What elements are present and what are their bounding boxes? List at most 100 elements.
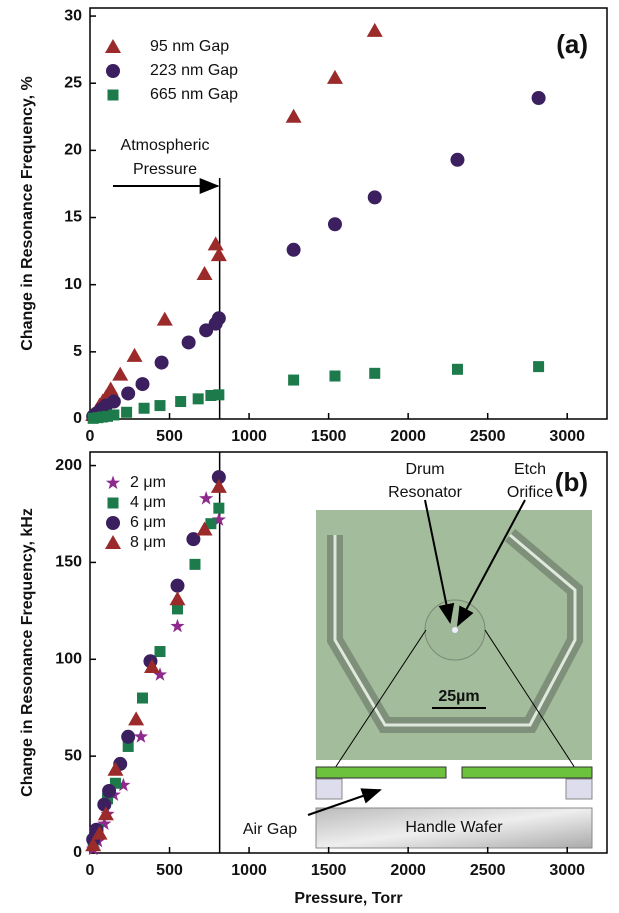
point xyxy=(133,729,148,743)
panel-label: (a) xyxy=(556,29,588,59)
anchor xyxy=(315,778,343,800)
point xyxy=(286,242,301,257)
point xyxy=(205,518,217,530)
point xyxy=(175,396,187,408)
legend-label: 6 μm xyxy=(130,514,166,531)
x-tick-label: 500 xyxy=(156,428,183,445)
point xyxy=(101,410,113,422)
x-tick-label: 500 xyxy=(156,862,183,879)
electrode-edge xyxy=(333,533,577,727)
point xyxy=(192,393,204,405)
x-tick-label: 1500 xyxy=(311,862,347,879)
etch-label: Orifice xyxy=(507,484,553,501)
point xyxy=(128,711,145,726)
y-tick-label: 10 xyxy=(64,276,82,293)
plot-frame xyxy=(89,451,608,854)
legend-marker xyxy=(106,64,120,78)
annotation: Pressure xyxy=(133,161,197,178)
x-tick-label: 2500 xyxy=(470,862,506,879)
arrow xyxy=(424,499,455,624)
legend-label: 95 nm Gap xyxy=(150,38,229,55)
x-tick-label: 2000 xyxy=(390,862,426,879)
point xyxy=(108,409,120,421)
x-tick-label: 1000 xyxy=(231,862,267,879)
point xyxy=(144,659,161,674)
point xyxy=(210,247,227,262)
legend-marker xyxy=(107,497,119,509)
y-tick-label: 200 xyxy=(55,457,82,474)
x-tick-label: 2500 xyxy=(470,428,506,445)
drum-label: Resonator xyxy=(388,484,462,501)
point xyxy=(121,386,136,401)
guide xyxy=(484,629,576,769)
point xyxy=(107,761,124,776)
point xyxy=(122,740,134,752)
point xyxy=(186,532,201,547)
y-axis-label: Change in Resonance Frequency, kHz xyxy=(19,508,36,797)
scale-label: 25µm xyxy=(438,688,479,705)
orifice xyxy=(452,627,458,633)
point xyxy=(171,603,183,615)
point xyxy=(329,370,341,382)
point xyxy=(102,784,117,799)
x-tick-label: 3000 xyxy=(549,862,585,879)
x-axis-label: Pressure, Torr xyxy=(294,890,402,907)
point xyxy=(327,217,342,232)
point xyxy=(533,361,545,373)
point xyxy=(97,797,112,812)
y-tick-label: 20 xyxy=(64,142,82,159)
point xyxy=(199,491,214,505)
point xyxy=(211,311,226,326)
point xyxy=(181,335,196,350)
arrow xyxy=(457,499,526,627)
point xyxy=(112,366,129,381)
legend-label: 4 μm xyxy=(130,494,166,511)
legend-label: 665 nm Gap xyxy=(150,86,238,103)
point xyxy=(451,363,463,375)
point xyxy=(152,667,168,681)
point xyxy=(135,377,150,392)
point xyxy=(366,22,383,37)
point xyxy=(189,558,201,570)
point xyxy=(210,478,227,493)
legend-label: 223 nm Gap xyxy=(150,62,238,79)
point xyxy=(97,806,114,821)
guide xyxy=(334,629,427,769)
point xyxy=(196,521,213,536)
y-tick-label: 50 xyxy=(64,747,82,764)
y-tick-label: 150 xyxy=(55,554,82,571)
point xyxy=(326,69,343,84)
point xyxy=(196,265,213,280)
x-tick-label: 2000 xyxy=(390,428,426,445)
point xyxy=(109,777,121,789)
point xyxy=(450,152,465,167)
point xyxy=(126,347,143,362)
point xyxy=(170,578,185,593)
handle-label: Handle Wafer xyxy=(405,819,503,836)
point xyxy=(121,729,136,744)
point xyxy=(205,389,217,401)
panel-label: (b) xyxy=(555,467,588,497)
point xyxy=(169,591,186,606)
point xyxy=(154,355,169,370)
y-tick-label: 30 xyxy=(64,7,82,24)
point xyxy=(207,236,224,251)
structure xyxy=(315,766,447,779)
drum-label: Drum xyxy=(405,461,444,478)
plot-frame xyxy=(89,7,608,420)
point xyxy=(106,394,121,409)
inset: 25µm Drum Resonator Etch Orifice Handle … xyxy=(243,461,593,849)
air-gap-label: Air Gap xyxy=(243,821,297,838)
legend-marker xyxy=(107,89,119,101)
point xyxy=(102,381,119,396)
point xyxy=(154,646,166,658)
handle-wafer xyxy=(315,807,593,849)
y-axis-label: Change in Resonance Frequency, % xyxy=(19,76,36,350)
y-tick-label: 0 xyxy=(73,844,82,861)
x-tick-label: 1000 xyxy=(231,428,267,445)
point xyxy=(369,367,381,379)
y-tick-label: 15 xyxy=(64,209,82,226)
y-tick-label: 5 xyxy=(73,343,82,360)
anchor xyxy=(565,778,593,800)
